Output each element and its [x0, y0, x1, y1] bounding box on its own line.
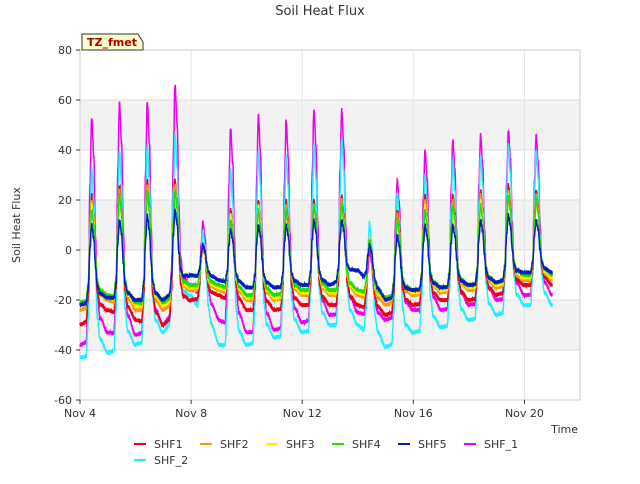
legend-label: SHF1 — [154, 438, 183, 451]
x-tick-label: Nov 4 — [64, 407, 96, 420]
plot-area-border — [79, 49, 581, 401]
x-tick-label: Nov 8 — [175, 407, 207, 420]
legend: SHF1 SHF2 SHF3 SHF4 SHF5 SHF_1 SHF_2 — [134, 438, 518, 467]
legend-label: SHF_1 — [484, 438, 518, 451]
x-axis-ticks: Nov 4 Nov 8 Nov 12 Nov 16 Nov 20 — [64, 400, 544, 420]
y-axis-ticks: -60 -40 -20 0 20 40 60 80 — [54, 44, 80, 407]
station-badge: TZ_fmet — [81, 33, 144, 51]
plot-band — [80, 100, 580, 150]
x-tick-label: Nov 16 — [394, 407, 433, 420]
y-tick-label: -20 — [54, 294, 72, 307]
y-tick-label: 0 — [65, 244, 72, 257]
y-tick-label: -40 — [54, 344, 72, 357]
series-line-shf-2 — [79, 133, 553, 361]
x-tick-label: Nov 12 — [283, 407, 322, 420]
series-line-shf5 — [79, 208, 553, 308]
chart-title: Soil Heat Flux — [275, 4, 365, 19]
y-tick-label: 60 — [58, 94, 72, 107]
x-tick-label: Nov 20 — [505, 407, 544, 420]
y-axis-label: Soil Heat Flux — [10, 187, 23, 263]
plot-band — [80, 200, 580, 250]
y-tick-label: 80 — [58, 44, 72, 57]
series-lines — [79, 84, 553, 361]
y-tick-label: 20 — [58, 194, 72, 207]
x-axis-label: Time — [550, 423, 578, 436]
station-badge-box — [81, 33, 144, 51]
legend-label: SHF2 — [220, 438, 249, 451]
y-tick-label: 40 — [58, 144, 72, 157]
legend-label: SHF3 — [286, 438, 315, 451]
legend-label: SHF5 — [418, 438, 447, 451]
legend-label: SHF4 — [352, 438, 381, 451]
station-badge-label: TZ_fmet — [87, 36, 137, 49]
legend-label: SHF_2 — [154, 454, 188, 467]
y-tick-label: -60 — [54, 394, 72, 407]
